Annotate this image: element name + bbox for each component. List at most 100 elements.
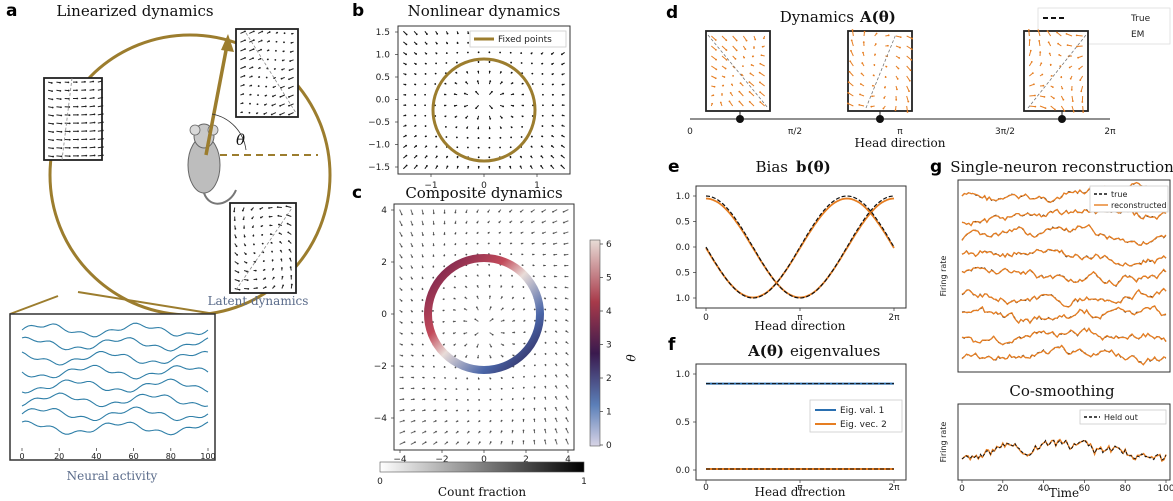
field-arrowhead <box>478 409 481 412</box>
field-arrowhead <box>279 241 282 243</box>
field-arrowhead <box>432 354 435 357</box>
field-arrowhead <box>244 56 246 59</box>
field-arrowhead <box>874 53 876 56</box>
field-arrowhead <box>723 76 726 78</box>
field-arrowhead <box>721 93 723 95</box>
field-arrowhead <box>52 114 54 117</box>
field-arrowhead <box>233 219 236 222</box>
field-arrowhead <box>290 274 293 277</box>
field-arrowhead <box>477 377 480 380</box>
field-arrowhead <box>443 243 446 246</box>
field-arrowhead <box>235 245 238 248</box>
field-arrowhead <box>500 116 503 119</box>
field-arrowhead <box>487 242 490 245</box>
field-arrowhead <box>453 104 456 107</box>
field-arrowhead <box>75 81 78 83</box>
field-arrowhead <box>425 62 427 65</box>
connector-left <box>9 295 59 315</box>
field-arrowhead <box>243 227 245 229</box>
field-arrowhead <box>745 39 748 42</box>
field-arrowhead <box>1070 89 1073 91</box>
field-arrowhead <box>477 165 480 168</box>
field-arrowhead <box>435 62 438 65</box>
field-arrowhead <box>520 242 523 245</box>
field-arrowhead <box>521 125 524 128</box>
latent-dynamics-label: Latent dynamics <box>208 294 309 308</box>
field-arrow <box>849 71 854 77</box>
field-arrowhead <box>465 211 468 214</box>
field-arrowhead <box>552 243 555 245</box>
field-arrowhead <box>101 113 104 115</box>
field-arrowhead <box>60 155 63 158</box>
field-arrowhead <box>280 77 283 80</box>
field-arrowhead <box>561 104 564 107</box>
f-xtick: 2π <box>888 483 900 493</box>
field-arrowhead <box>414 135 417 137</box>
g2-ticks: 0 20 40 60 80 100 <box>959 480 1173 494</box>
field-arrowhead <box>443 254 446 257</box>
field-arrowhead <box>491 333 494 336</box>
inset-guide <box>245 32 297 114</box>
field-arrowhead <box>52 131 54 133</box>
field-arrowhead <box>541 232 544 235</box>
field-arrowhead <box>478 420 481 422</box>
field-arrowhead <box>501 307 504 310</box>
field-arrowhead <box>561 93 564 96</box>
field-arrowhead <box>730 83 733 86</box>
field-arrowhead <box>753 47 755 49</box>
field-arrowhead <box>500 387 503 390</box>
e-xtick: 2π <box>888 313 900 323</box>
field-arrowhead <box>748 100 751 103</box>
field-arrowhead <box>454 243 457 246</box>
field-arrowhead <box>432 310 434 312</box>
field-arrowhead <box>722 84 725 87</box>
field-arrowhead <box>443 233 446 236</box>
field-arrowhead <box>405 43 408 46</box>
field-arrowhead <box>251 217 254 220</box>
field-arrowhead <box>550 164 553 167</box>
field-arrowhead <box>400 300 403 302</box>
inset-guide <box>235 207 293 291</box>
field-arrowhead <box>910 58 913 61</box>
field-arrowhead <box>533 407 536 410</box>
panel-b-axes <box>397 25 571 175</box>
neural-tick-label: 20 <box>54 452 64 461</box>
field-arrowhead <box>251 66 254 69</box>
field-arrowhead <box>465 253 468 256</box>
field-arrow <box>710 35 717 41</box>
field-arrowhead <box>465 243 468 245</box>
field-arrowhead <box>453 275 456 278</box>
f-ytick: 0.5 <box>676 418 690 428</box>
field-arrowhead <box>265 85 267 88</box>
neural-tick-label: 80 <box>166 452 176 461</box>
field-arrowhead <box>523 342 526 345</box>
field-arrowhead <box>402 409 405 411</box>
field-arrowhead <box>93 146 96 149</box>
field-arrowhead <box>271 250 273 253</box>
field-arrowhead <box>68 106 71 108</box>
field-arrowhead <box>256 103 259 106</box>
legend-g-recon: reconstructed <box>1111 201 1167 210</box>
field-arrowhead <box>478 388 480 391</box>
field-arrowhead <box>241 111 243 114</box>
field-arrowhead <box>415 53 418 55</box>
field-arrowhead <box>85 113 88 116</box>
field-arrowhead <box>443 104 446 107</box>
field-arrowhead <box>277 214 280 217</box>
field-arrowhead <box>883 97 886 99</box>
field-arrowhead <box>276 31 279 34</box>
field-arrow <box>1066 33 1073 37</box>
field-arrowhead <box>712 94 715 97</box>
field-arrowhead <box>531 83 534 85</box>
f-ytick: 0.0 <box>676 466 691 476</box>
field-arrowhead <box>870 105 873 108</box>
legend-g-true: true <box>1111 190 1127 199</box>
field-arrowhead <box>432 266 435 268</box>
field-arrow <box>906 75 911 82</box>
field-arrow <box>851 29 854 37</box>
field-arrowhead <box>488 284 491 287</box>
field-arrowhead <box>476 117 479 120</box>
field-arrowhead <box>476 211 479 213</box>
field-arrowhead <box>424 93 426 96</box>
field-arrowhead <box>421 343 424 346</box>
